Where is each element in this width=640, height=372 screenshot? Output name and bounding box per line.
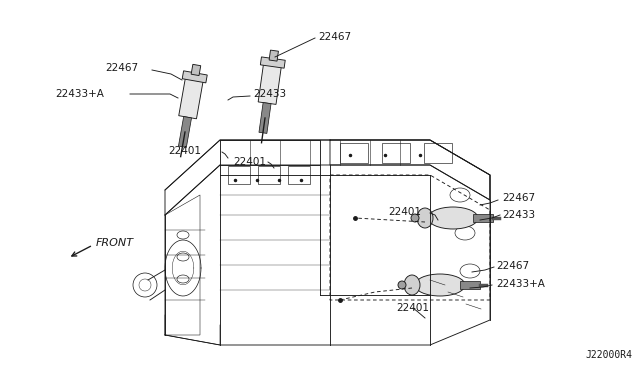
Bar [179, 116, 191, 147]
Bar [340, 143, 368, 163]
Bar [182, 71, 207, 83]
Bar [228, 166, 250, 184]
Bar [191, 64, 201, 76]
Bar [382, 143, 410, 163]
Bar [288, 166, 310, 184]
Text: 22433+A: 22433+A [496, 279, 545, 289]
Text: 22433: 22433 [253, 89, 286, 99]
Text: 22467: 22467 [502, 193, 535, 203]
Ellipse shape [404, 275, 420, 295]
Bar [258, 166, 280, 184]
Ellipse shape [428, 207, 478, 229]
Ellipse shape [417, 208, 433, 228]
Ellipse shape [398, 281, 406, 289]
Text: 22433+A: 22433+A [55, 89, 104, 99]
Bar [179, 76, 204, 119]
Text: 22401: 22401 [233, 157, 266, 167]
Bar [460, 281, 480, 289]
Text: 22467: 22467 [318, 32, 351, 42]
Ellipse shape [415, 274, 465, 296]
Text: J22000R4: J22000R4 [585, 350, 632, 360]
Ellipse shape [411, 214, 419, 222]
Text: FRONT: FRONT [96, 238, 134, 248]
Text: 22467: 22467 [496, 261, 529, 271]
Bar [258, 62, 282, 105]
Text: 22401: 22401 [168, 146, 201, 156]
Text: 22401: 22401 [388, 207, 421, 217]
Bar [259, 103, 271, 134]
Bar [269, 50, 278, 61]
Bar [473, 214, 493, 222]
Text: 22401: 22401 [396, 303, 429, 313]
Bar [424, 143, 452, 163]
Text: 22467: 22467 [105, 63, 138, 73]
Bar [260, 57, 285, 68]
Text: 22433: 22433 [502, 210, 535, 220]
